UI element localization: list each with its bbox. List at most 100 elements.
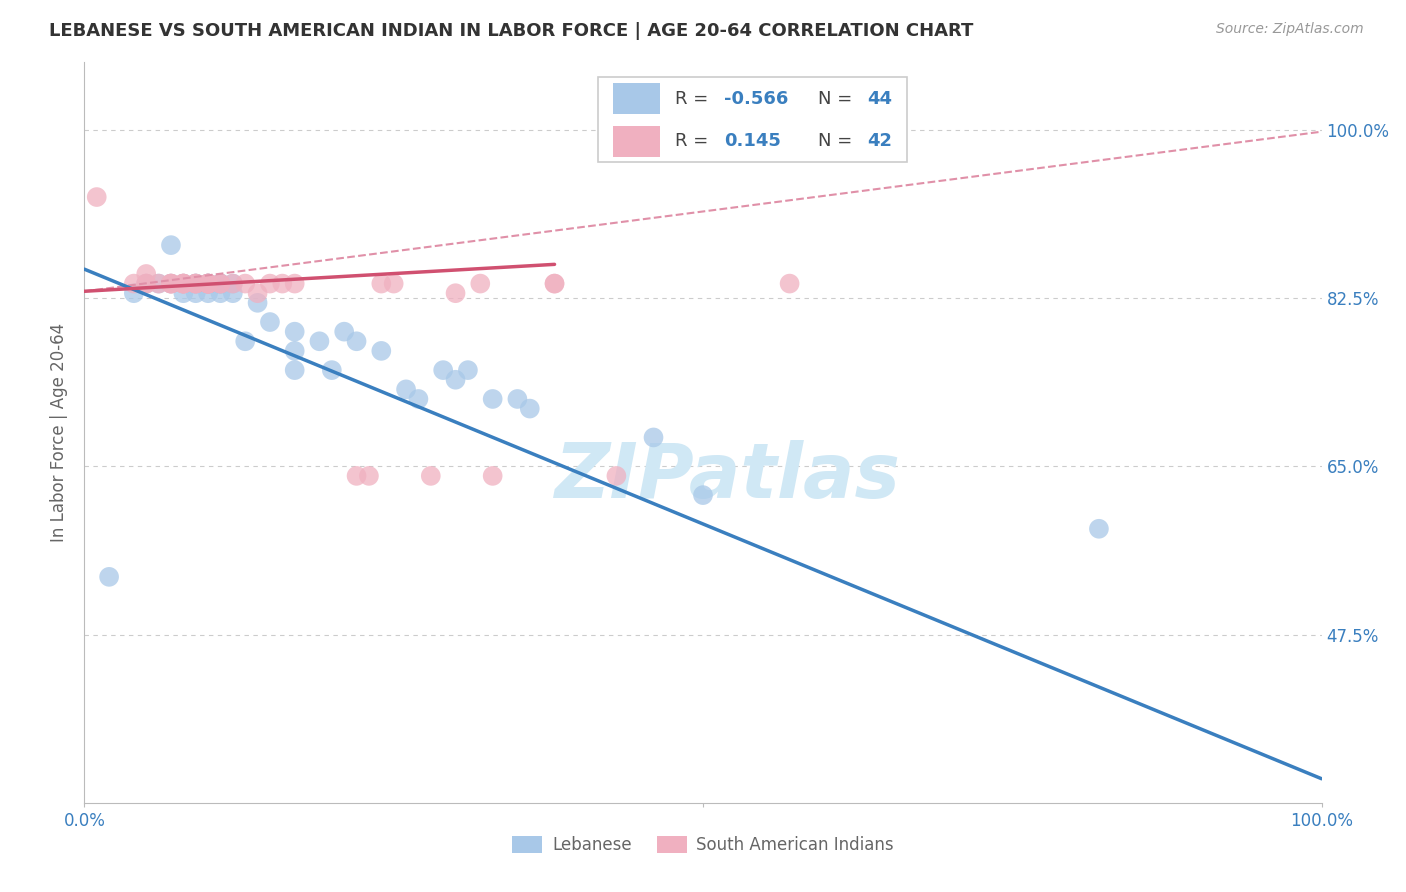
Point	[259, 277, 281, 291]
Text: Source: ZipAtlas.com: Source: ZipAtlas.com	[1216, 22, 1364, 37]
Point	[259, 315, 281, 329]
Point	[779, 277, 801, 291]
Point	[481, 469, 503, 483]
Point	[382, 277, 405, 291]
Point	[222, 286, 245, 301]
Point	[160, 277, 183, 291]
Point	[346, 469, 368, 483]
Point	[395, 382, 418, 396]
Point	[184, 277, 207, 291]
Point	[135, 277, 157, 291]
Legend: Lebanese, South American Indians: Lebanese, South American Indians	[505, 830, 901, 861]
Text: R =: R =	[675, 89, 713, 108]
Point	[135, 277, 157, 291]
Point	[457, 363, 479, 377]
Point	[172, 277, 194, 291]
Point	[543, 277, 565, 291]
Point	[246, 295, 269, 310]
Point	[122, 286, 145, 301]
Point	[444, 286, 467, 301]
Point	[470, 277, 492, 291]
Point	[172, 277, 194, 291]
Point	[370, 343, 392, 358]
Point	[543, 277, 565, 291]
Text: N =: N =	[818, 89, 858, 108]
Point	[184, 277, 207, 291]
Point	[135, 277, 157, 291]
Y-axis label: In Labor Force | Age 20-64: In Labor Force | Age 20-64	[51, 323, 69, 542]
Point	[160, 277, 183, 291]
Point	[197, 277, 219, 291]
Point	[222, 277, 245, 291]
Point	[160, 277, 183, 291]
Point	[271, 277, 294, 291]
Text: N =: N =	[818, 132, 858, 150]
Point	[160, 238, 183, 252]
FancyBboxPatch shape	[613, 126, 659, 157]
Point	[197, 277, 219, 291]
Point	[172, 277, 194, 291]
Point	[148, 277, 170, 291]
Point	[172, 286, 194, 301]
Point	[444, 373, 467, 387]
Point	[184, 277, 207, 291]
Point	[333, 325, 356, 339]
Point	[605, 469, 627, 483]
Point	[209, 277, 232, 291]
Point	[172, 277, 194, 291]
Point	[284, 343, 307, 358]
Point	[172, 277, 194, 291]
Text: LEBANESE VS SOUTH AMERICAN INDIAN IN LABOR FORCE | AGE 20-64 CORRELATION CHART: LEBANESE VS SOUTH AMERICAN INDIAN IN LAB…	[49, 22, 973, 40]
Point	[246, 286, 269, 301]
Point	[284, 363, 307, 377]
Point	[135, 267, 157, 281]
Point	[408, 392, 430, 406]
Point	[197, 277, 219, 291]
Point	[233, 334, 256, 349]
Point	[184, 286, 207, 301]
Point	[506, 392, 529, 406]
Text: ZIPatlas: ZIPatlas	[555, 440, 901, 514]
FancyBboxPatch shape	[613, 83, 659, 114]
Point	[209, 277, 232, 291]
Point	[197, 277, 219, 291]
Point	[197, 277, 219, 291]
Point	[209, 286, 232, 301]
Point	[222, 277, 245, 291]
Point	[197, 286, 219, 301]
Point	[432, 363, 454, 377]
Text: -0.566: -0.566	[724, 89, 789, 108]
Point	[419, 469, 441, 483]
Point	[197, 277, 219, 291]
Point	[197, 277, 219, 291]
Text: 44: 44	[868, 89, 893, 108]
Point	[692, 488, 714, 502]
Point	[308, 334, 330, 349]
Point	[160, 277, 183, 291]
Point	[209, 277, 232, 291]
Point	[122, 277, 145, 291]
Text: R =: R =	[675, 132, 713, 150]
Point	[643, 430, 665, 444]
Point	[481, 392, 503, 406]
Point	[321, 363, 343, 377]
Text: 42: 42	[868, 132, 893, 150]
FancyBboxPatch shape	[598, 78, 907, 162]
Point	[86, 190, 108, 204]
Point	[197, 277, 219, 291]
Point	[98, 570, 121, 584]
Text: 0.145: 0.145	[724, 132, 780, 150]
Point	[357, 469, 380, 483]
Point	[184, 277, 207, 291]
Point	[233, 277, 256, 291]
Point	[148, 277, 170, 291]
Point	[284, 325, 307, 339]
Point	[209, 277, 232, 291]
Point	[284, 277, 307, 291]
Point	[197, 277, 219, 291]
Point	[519, 401, 541, 416]
Point	[184, 277, 207, 291]
Point	[370, 277, 392, 291]
Point	[197, 277, 219, 291]
Point	[209, 277, 232, 291]
